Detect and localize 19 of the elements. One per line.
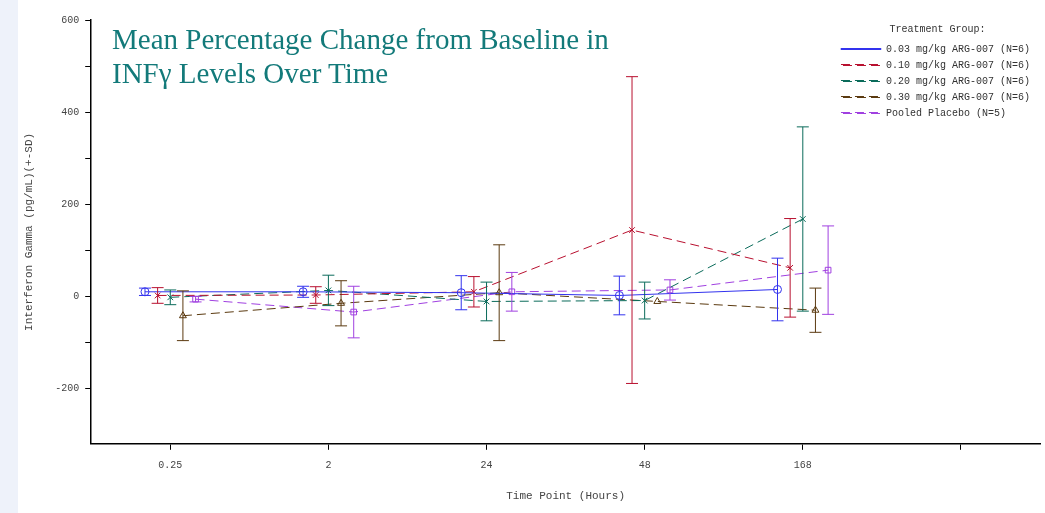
legend-label: Pooled Placebo (N=5) [885,107,1007,119]
y-tick-label: -200 [55,383,80,395]
x-tick-label: 0.25 [158,460,183,472]
legend-title: Treatment Group: [889,23,986,35]
text: Mean Percentage Change from Baseline in INFγ Levels Over Time [112,22,610,90]
legend-label: 0.03 mg/kg ARG-007 (N=6) [885,43,1031,55]
y-axis-title: Interferon Gamma (pg/mL)(+-SD) [22,132,35,331]
legend-label: 0.30 mg/kg ARG-007 (N=6) [885,91,1031,103]
legend-label: 0.20 mg/kg ARG-007 (N=6) [885,75,1031,87]
x-tick-label: 168 [793,460,812,472]
y-tick-label: 600 [61,14,80,26]
x-tick-label: 2 [325,460,332,472]
legend-label: 0.10 mg/kg ARG-007 (N=6) [885,59,1031,71]
x-axis-title: Time Point (Hours) [506,490,626,503]
y-tick-label: 200 [61,198,80,210]
x-tick-label: 24 [480,460,493,472]
x-tick-label: 48 [638,460,651,472]
y-tick-label: 400 [61,106,80,118]
y-tick-label: 0 [73,291,80,303]
